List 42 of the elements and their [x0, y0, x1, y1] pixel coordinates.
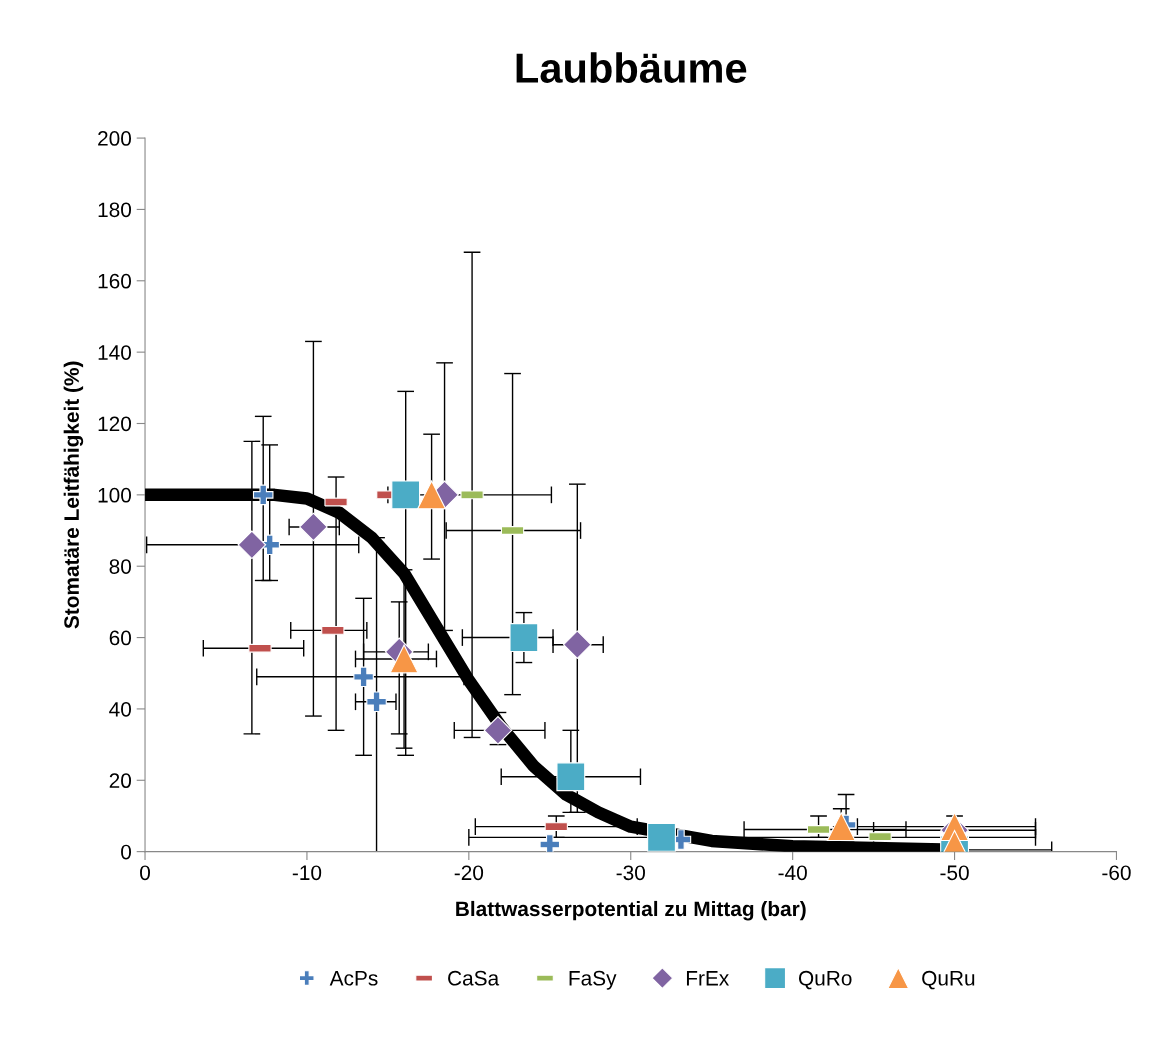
y-tick-label: 100	[98, 487, 132, 503]
x-tick-label: -20	[454, 865, 484, 881]
y-tick-label: 140	[98, 345, 132, 360]
y-tick-label: 60	[109, 630, 132, 646]
x-tick-label: -50	[940, 865, 969, 881]
x-axis-title: Blattwasserpotential zu Mittag (bar)	[456, 900, 806, 921]
x-tick-label: -40	[778, 865, 807, 881]
x-tick-label: -60	[1102, 865, 1131, 881]
y-tick-label: 0	[121, 844, 132, 860]
point	[366, 691, 387, 713]
y-tick-label: 80	[109, 559, 132, 574]
point	[483, 716, 513, 745]
y-tick-label: 160	[98, 273, 132, 289]
point	[237, 530, 267, 560]
x-tick-label: 0	[140, 865, 150, 881]
legend-label: FaSy	[569, 970, 617, 990]
y-tick-label: 200	[98, 131, 132, 146]
point	[647, 822, 676, 852]
point	[563, 630, 592, 660]
x-tick-label: -30	[616, 865, 645, 881]
x-tick-label: -10	[292, 865, 322, 881]
legend-label: CaSa	[448, 970, 500, 986]
point	[353, 666, 374, 688]
point	[556, 762, 586, 792]
y-tick-label: 40	[109, 701, 132, 717]
y-axis-title: Stomatäre Leitfähigkeit (%)	[63, 361, 84, 629]
point	[391, 480, 421, 510]
y-tick-label: 180	[98, 202, 132, 218]
chart-title: Laubbäume	[516, 52, 747, 83]
point	[826, 812, 856, 842]
point	[417, 480, 447, 510]
legend-label: QuRo	[798, 970, 852, 990]
y-tick-label: 120	[98, 416, 132, 432]
point	[299, 512, 328, 542]
point	[539, 834, 561, 852]
legend-label: FrEx	[686, 971, 730, 986]
y-tick-label: 20	[109, 773, 132, 789]
point	[509, 623, 539, 653]
point	[252, 484, 274, 506]
legend-label: AcPs	[329, 971, 378, 986]
legend-label: QuRu	[922, 970, 975, 990]
point	[389, 644, 419, 674]
